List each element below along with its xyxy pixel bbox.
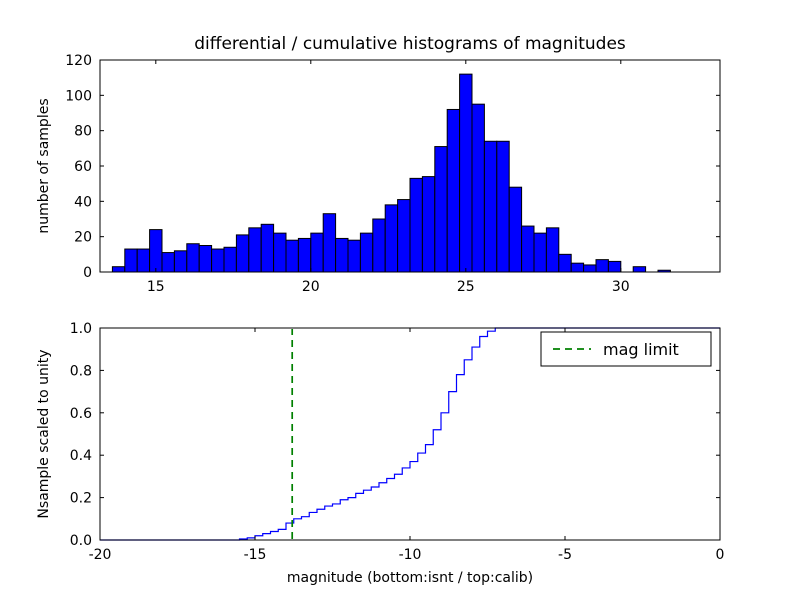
x-tick-label: -20 xyxy=(89,547,112,563)
histogram-bar xyxy=(136,248,151,273)
y-tick-label: 20 xyxy=(74,230,92,246)
histogram-bar xyxy=(508,186,523,273)
histogram-bar xyxy=(384,204,399,273)
histogram-bar xyxy=(297,237,312,273)
x-tick-label: -5 xyxy=(558,547,572,563)
x-tick-label: -10 xyxy=(399,547,422,563)
y-axis-label: number of samples xyxy=(36,98,52,233)
x-tick-label: 20 xyxy=(302,279,320,295)
histogram-bar xyxy=(558,253,572,273)
histogram-bar xyxy=(372,218,386,273)
y-tick-label: 0.8 xyxy=(70,363,92,379)
chart-title: differential / cumulative histograms of … xyxy=(194,34,626,54)
histogram-bar xyxy=(483,140,498,273)
histogram-bar xyxy=(570,262,585,273)
histogram-bar xyxy=(595,259,609,273)
y-tick-label: 0.6 xyxy=(70,406,92,422)
histogram-bar xyxy=(545,227,560,273)
histogram-bars xyxy=(111,73,671,273)
histogram-bar xyxy=(471,103,485,273)
histogram-bar xyxy=(149,229,163,273)
y-tick-label: 60 xyxy=(74,159,92,175)
histogram-bar xyxy=(211,248,225,273)
x-tick-label: -15 xyxy=(244,547,267,563)
histogram-bar xyxy=(496,140,510,273)
histogram-bar xyxy=(533,232,547,273)
histogram-bar xyxy=(459,73,473,273)
y-tick-label: 0.0 xyxy=(70,533,92,549)
legend: mag limit xyxy=(540,331,712,367)
histogram-bar xyxy=(273,232,287,273)
histogram-bar xyxy=(521,225,535,273)
histogram-bar xyxy=(421,176,436,273)
y-tick-label: 80 xyxy=(74,124,92,140)
histogram-bar xyxy=(186,243,200,273)
histogram-bar xyxy=(322,213,337,273)
y-tick-label: 0 xyxy=(83,265,92,281)
histogram-bar xyxy=(397,199,411,273)
histogram-bar xyxy=(248,227,262,273)
x-axis-label: magnitude (bottom:isnt / top:calib) xyxy=(287,570,533,586)
axes-frame xyxy=(99,327,721,541)
histogram-bar xyxy=(124,248,138,273)
axes-frame xyxy=(99,59,721,273)
histogram-bar xyxy=(285,239,299,273)
histogram-bar xyxy=(161,252,175,273)
y-tick-label: 40 xyxy=(74,194,92,210)
histogram-bar xyxy=(434,146,448,273)
histogram-bar xyxy=(607,260,622,273)
x-tick-label: 25 xyxy=(457,279,475,295)
y-tick-label: 1.0 xyxy=(70,321,92,337)
bottom-axes: -20 -15 -10 -5 0 0.0 0.2 0.4 0.6 0.8 1.0 Nsample sc… xyxy=(36,321,724,586)
x-tick-label: 15 xyxy=(147,279,165,295)
histogram-bar xyxy=(173,250,188,273)
x-tick-label: 0 xyxy=(716,547,725,563)
y-tick-label: 120 xyxy=(65,53,92,69)
histogram-bar xyxy=(583,264,597,273)
histogram-bar xyxy=(235,234,250,273)
legend-label: mag limit xyxy=(603,340,679,359)
histogram-bar xyxy=(260,223,275,273)
y-tick-label: 0.4 xyxy=(70,448,92,464)
histogram-bar xyxy=(632,266,647,273)
histogram-bar xyxy=(335,237,349,273)
y-tick-label: 100 xyxy=(65,88,92,104)
histogram-bar xyxy=(111,266,126,273)
histogram-bar xyxy=(198,245,213,273)
y-axis-label: Nsample scaled to unity xyxy=(36,349,52,518)
histogram-bar xyxy=(223,246,237,273)
y-tick-label: 0.2 xyxy=(70,491,92,507)
x-tick-label: 30 xyxy=(612,279,630,295)
histogram-bar xyxy=(310,232,324,273)
histogram-bar xyxy=(446,108,461,273)
top-axes: 15 20 25 30 0 20 40 60 80 100 120 number of samples… xyxy=(36,34,721,295)
cumulative-step-line xyxy=(100,327,720,541)
histogram-bar xyxy=(409,177,423,273)
histogram-bar xyxy=(347,239,361,273)
histogram-bar xyxy=(359,232,374,273)
